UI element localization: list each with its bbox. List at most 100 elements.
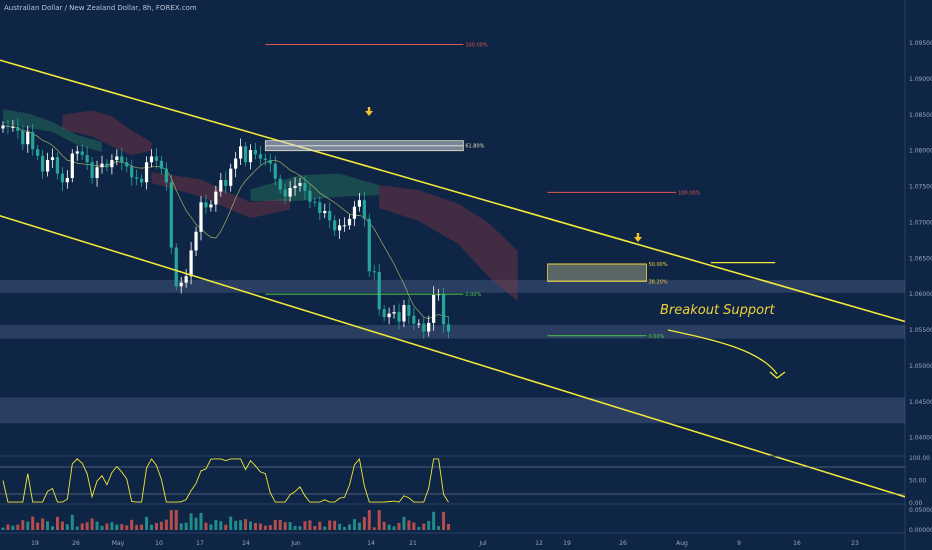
candle-body xyxy=(318,202,322,214)
volume-bar xyxy=(422,523,426,530)
candle-body xyxy=(253,149,258,155)
time-tick-label: 21 xyxy=(409,540,417,547)
volume-bar xyxy=(6,524,10,530)
candle-body xyxy=(293,185,297,189)
volume-bar xyxy=(268,525,272,530)
price-tick-label: 1.07500 xyxy=(909,184,932,191)
candle-body xyxy=(45,160,50,172)
volume-bar xyxy=(16,524,20,530)
volume-bar xyxy=(164,519,168,530)
time-tick-label: 26 xyxy=(619,540,627,547)
candle-body xyxy=(11,127,15,129)
candle-body xyxy=(75,151,79,154)
time-tick-label: 9 xyxy=(737,540,741,547)
volume-bar xyxy=(154,523,158,530)
volume-bar xyxy=(348,524,351,530)
candle-body xyxy=(248,149,253,163)
volume-bar xyxy=(21,520,25,530)
volume-bar xyxy=(253,523,257,530)
volume-bar xyxy=(209,524,213,530)
candle-body xyxy=(140,178,144,183)
volume-bar xyxy=(60,521,64,530)
candle-body xyxy=(204,202,208,208)
volume-bar xyxy=(65,524,69,530)
volume-bar xyxy=(397,522,401,530)
marker-arrow-icon xyxy=(634,237,642,242)
volume-bar xyxy=(100,525,104,530)
candle-body xyxy=(224,180,228,186)
volume-bar xyxy=(179,523,183,530)
volume-bar xyxy=(95,521,99,530)
time-tick-label: Jun xyxy=(290,540,301,547)
candle-body xyxy=(100,163,104,168)
fib-level-label: 38.20% xyxy=(649,279,668,285)
candle-body xyxy=(397,312,401,322)
candle-body xyxy=(298,182,302,186)
candle-body xyxy=(26,132,30,145)
candle-body xyxy=(382,309,386,318)
candle-body xyxy=(333,220,337,231)
time-tick-label: Jul xyxy=(478,540,487,547)
fib-highlight-box xyxy=(264,140,464,152)
volume-bar xyxy=(204,522,208,530)
moving-average-line xyxy=(2,125,449,320)
volume-bar xyxy=(36,522,40,530)
projection-arrowhead-icon xyxy=(769,371,786,379)
volume-bar xyxy=(31,516,35,530)
volume-bar xyxy=(140,524,144,530)
volume-bar xyxy=(293,525,297,530)
candle-body xyxy=(446,324,451,332)
price-tick-label: 1.09500 xyxy=(909,40,932,47)
volume-bar xyxy=(362,517,366,530)
candle-body xyxy=(402,304,406,322)
candle-body xyxy=(95,167,99,178)
breakout-support-annotation: Breakout Support xyxy=(660,303,775,318)
fib-level-label: 0.00% xyxy=(649,334,665,340)
price-tick-label: 1.08000 xyxy=(909,148,932,155)
volume-bar xyxy=(26,521,30,530)
ichimoku-cloud xyxy=(62,110,152,156)
candle-body xyxy=(149,156,154,163)
candle-body xyxy=(422,323,426,332)
candle-body xyxy=(258,154,262,159)
candle-body xyxy=(427,322,431,332)
ichimoku-cloud xyxy=(250,173,380,201)
candle-body xyxy=(372,271,376,273)
candle-body xyxy=(362,200,366,219)
time-tick-label: 17 xyxy=(196,540,204,547)
volume-bar xyxy=(159,521,163,530)
volume-bar xyxy=(357,522,361,530)
time-tick-label: 10 xyxy=(155,540,163,547)
candle-body xyxy=(21,130,25,145)
volume-bar xyxy=(199,512,203,530)
candle-body xyxy=(179,282,183,287)
fib-level-label: 0.00% xyxy=(465,292,481,298)
candle-body xyxy=(159,160,163,169)
volume-bar xyxy=(194,517,198,530)
time-tick-label: Aug xyxy=(676,540,688,547)
volume-bar xyxy=(244,519,248,530)
volume-bar xyxy=(130,519,134,530)
volume-bar xyxy=(372,527,376,530)
candle-body xyxy=(189,250,193,277)
volume-bar xyxy=(174,510,178,530)
volume-bar xyxy=(432,511,436,530)
volume-bar xyxy=(135,525,139,530)
fib-level-label: 61.80% xyxy=(465,144,484,150)
candle-body xyxy=(199,202,203,232)
time-tick-label: May xyxy=(112,540,125,547)
candle-body xyxy=(135,177,139,179)
candle-body xyxy=(214,191,218,205)
candle-body xyxy=(36,149,40,156)
time-tick-label: 26 xyxy=(72,540,80,547)
chart-title: Australian Dollar / New Zealand Dollar, … xyxy=(4,4,197,12)
candle-body xyxy=(60,173,64,183)
candle-body xyxy=(387,313,391,318)
volume-bar xyxy=(377,510,381,530)
candle-body xyxy=(55,157,60,174)
candle-body xyxy=(80,151,84,156)
candle-body xyxy=(110,160,114,168)
volume-bar xyxy=(150,524,153,530)
price-tick-label: 1.09000 xyxy=(909,76,932,83)
